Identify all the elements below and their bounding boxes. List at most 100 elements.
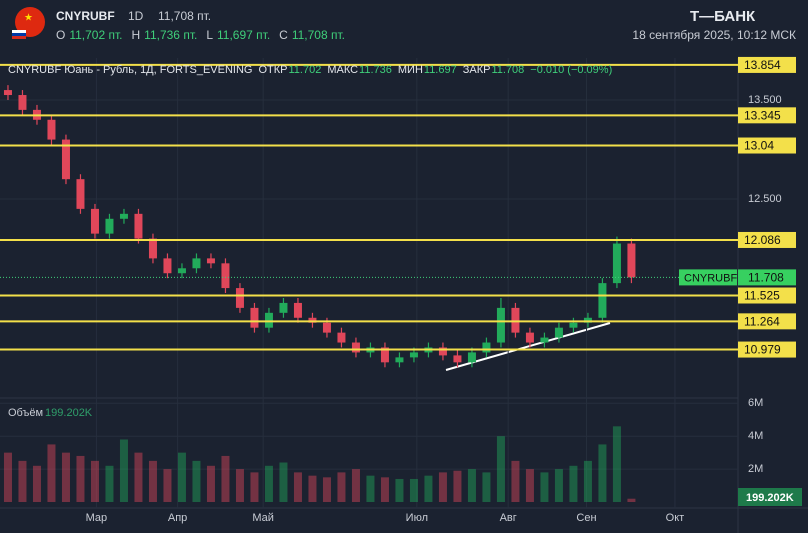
volume-title: Объём xyxy=(8,407,43,419)
legend-key: МАКС xyxy=(327,64,358,76)
candle-body xyxy=(206,258,215,264)
volume-bar xyxy=(395,478,404,502)
svg-text:★: ★ xyxy=(24,13,33,24)
interval: 1D xyxy=(128,9,144,23)
volume-bar xyxy=(235,469,244,502)
ohlc-value: 11,697 пт. xyxy=(217,28,270,42)
candle-body xyxy=(119,213,128,219)
brand: Т—БАНК xyxy=(690,8,756,25)
volume-bar xyxy=(177,452,186,502)
level-label: 11.264 xyxy=(744,315,780,329)
ohlc-key: C xyxy=(279,28,288,42)
x-tick-label: Авг xyxy=(500,512,517,524)
level-label: 13.04 xyxy=(744,139,774,153)
flag: ★ xyxy=(12,7,45,39)
level-tag xyxy=(738,231,796,248)
volume-bar xyxy=(264,465,273,502)
candle-body xyxy=(482,342,491,353)
volume-bar xyxy=(119,439,128,502)
candle-body xyxy=(554,327,563,338)
ohlc-value: 11,708 пт. xyxy=(292,28,345,42)
candle-body xyxy=(322,322,331,333)
volume-bar xyxy=(18,460,27,502)
volume-bar xyxy=(250,472,259,502)
candle-body xyxy=(337,332,346,343)
legend-key: ОТКР xyxy=(258,64,287,76)
volume-bar xyxy=(308,475,317,502)
volume-bar xyxy=(496,436,505,502)
legend-value: 11.702 xyxy=(288,64,321,76)
candle-body xyxy=(569,322,578,328)
candle-body xyxy=(90,208,99,234)
level-tag xyxy=(738,137,796,154)
volume-bar xyxy=(525,469,534,502)
volume-bar xyxy=(61,452,70,502)
volume-bar xyxy=(134,452,143,502)
volume-bar xyxy=(192,460,201,502)
candle-body xyxy=(177,268,186,274)
candle-body xyxy=(61,139,70,180)
candle-body xyxy=(250,307,259,328)
volume-bar xyxy=(598,444,607,502)
volume-bar xyxy=(105,465,114,502)
volume-last: 199.202K xyxy=(45,407,93,419)
candle-body xyxy=(279,302,288,313)
candle-body xyxy=(134,213,143,239)
price-tag xyxy=(738,269,796,286)
volume-bar xyxy=(206,465,215,502)
volume-bar xyxy=(32,465,41,502)
volume-bar xyxy=(293,472,302,502)
ohlc-key: O xyxy=(56,28,65,42)
volume-bar xyxy=(453,470,462,502)
level-label: 13.854 xyxy=(744,58,781,72)
volume-bar xyxy=(90,460,99,502)
candle-body xyxy=(148,238,157,259)
x-tick-label: Июл xyxy=(406,512,428,524)
volume-bar xyxy=(351,469,360,502)
volume-bar xyxy=(482,472,491,502)
candle-body xyxy=(235,288,244,308)
ohlc-value: 11,736 пт. xyxy=(144,28,197,42)
volume-bar xyxy=(540,472,549,502)
candle-body xyxy=(308,317,317,323)
ohlc-value: 11,702 пт. xyxy=(69,28,122,42)
volume-bar xyxy=(279,462,288,502)
candle-body xyxy=(221,263,230,289)
volume-bar xyxy=(163,469,172,502)
volume-bar xyxy=(3,452,12,502)
level-label: 11.525 xyxy=(744,289,780,303)
volume-bar xyxy=(467,469,476,502)
volume-bar xyxy=(409,478,418,502)
volume-bar xyxy=(47,444,56,502)
volume-tag-label: 199.202K xyxy=(746,492,794,504)
candle-body xyxy=(18,95,27,110)
legend-value: 11.736 xyxy=(359,64,392,76)
volume-bar xyxy=(337,472,346,502)
candle-body xyxy=(453,355,462,363)
volume-bar xyxy=(569,465,578,502)
level-tag xyxy=(738,341,796,358)
symbol: CNYRUBF xyxy=(56,9,115,23)
candle-body xyxy=(438,347,447,356)
candle-body xyxy=(351,342,360,353)
candle-body xyxy=(192,258,201,269)
volume-bar xyxy=(366,475,375,502)
x-tick-label: Окт xyxy=(666,512,685,524)
candle-body xyxy=(264,312,273,328)
volume-bar xyxy=(424,475,433,502)
volume-bar xyxy=(221,455,230,502)
level-label: 13.345 xyxy=(744,108,781,122)
candle-body xyxy=(47,119,56,140)
x-tick-label: Май xyxy=(252,512,274,524)
datetime: 18 сентября 2025, 10:12 МСК xyxy=(632,28,796,42)
candle-body xyxy=(163,258,172,274)
x-tick-label: Апр xyxy=(168,512,187,524)
level-label: 10.979 xyxy=(744,343,781,357)
volume-bar xyxy=(612,426,621,502)
volume-bar xyxy=(380,477,389,502)
volume-bar xyxy=(554,469,563,502)
level-tag xyxy=(738,287,796,304)
volume-bar xyxy=(322,477,331,502)
